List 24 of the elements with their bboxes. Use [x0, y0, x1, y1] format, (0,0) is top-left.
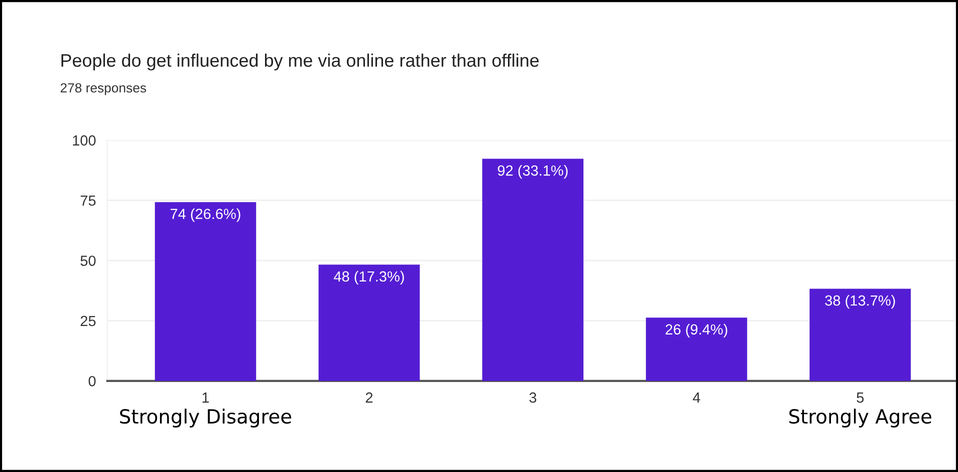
chart-title: People do get influenced by me via online rather than offline — [61, 54, 539, 70]
data-label: 26 (9.4%) — [666, 324, 728, 338]
y-tick-label: 0 — [88, 376, 96, 386]
chart-subtitle: 278 responses — [60, 83, 146, 96]
data-label: 74 (26.6%) — [170, 208, 240, 222]
bar — [482, 158, 584, 381]
y-tick-label: 25 — [80, 316, 96, 326]
x-tick-label: 2 — [366, 392, 372, 403]
x-tick-label: 4 — [692, 392, 700, 403]
data-label: 38 (13.7%) — [825, 294, 895, 309]
bar — [154, 202, 256, 381]
x-tick-label: 3 — [529, 392, 536, 403]
y-tick-label: 75 — [80, 196, 96, 206]
x-tick-label: 1 — [202, 392, 209, 403]
data-label: 48 (17.3%) — [334, 270, 404, 284]
bar — [318, 264, 420, 381]
y-tick-label: 100 — [72, 135, 96, 146]
text: Strongly Agree — [789, 408, 932, 428]
data-label: 92 (33.1%) — [498, 164, 568, 179]
y-tick-label: 50 — [80, 256, 96, 266]
text: Strongly Disagree — [120, 408, 292, 428]
bar — [810, 288, 911, 381]
x-tick-label: 5 — [856, 392, 864, 403]
bar — [646, 318, 748, 381]
